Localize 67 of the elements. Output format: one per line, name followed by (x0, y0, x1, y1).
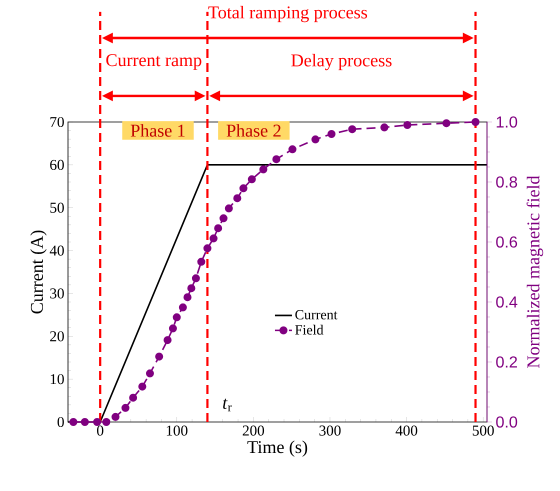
y2-tick-label: 1.0 (496, 116, 518, 128)
point (239, 184, 248, 192)
x-tick-label: 500 (472, 426, 494, 436)
point (121, 404, 130, 412)
point (224, 204, 233, 212)
x-tick-label: 200 (242, 426, 264, 436)
text: Delay process (291, 54, 392, 70)
text: Total ramping process (208, 6, 368, 22)
y2-axis-title: Normalized magnetic field (526, 176, 544, 368)
y-tick-label: 10 (50, 374, 64, 384)
point (380, 123, 388, 132)
point (129, 394, 138, 402)
y-tick-label: 70 (50, 116, 64, 128)
point (111, 412, 120, 421)
y-tick-label: 20 (50, 331, 64, 342)
point (214, 224, 222, 232)
point (155, 352, 164, 361)
x-tick-label: 0 (97, 426, 104, 436)
point (259, 165, 268, 174)
y2-tick-label: 0.0 (496, 416, 518, 428)
point (233, 194, 242, 202)
point (197, 258, 206, 266)
text: Current ramp (106, 54, 202, 70)
y-tick-label: 30 (50, 288, 64, 298)
point (146, 369, 154, 378)
point (168, 324, 177, 332)
x-axis-title: Time (s) (247, 440, 308, 457)
legend-label: Current (295, 310, 338, 320)
x-tick-label: 300 (319, 426, 341, 436)
legend-label: Field (295, 324, 324, 335)
y2-tick-label: 0.8 (496, 176, 518, 188)
point (328, 130, 336, 138)
y-tick-label: 60 (50, 160, 64, 170)
point (311, 135, 320, 144)
point (248, 175, 256, 184)
point (403, 120, 412, 129)
point (348, 125, 356, 134)
point (102, 418, 110, 426)
point (210, 234, 218, 242)
y2-tick-label: 0.6 (496, 236, 518, 248)
y-tick-label: 50 (50, 202, 64, 213)
annotation: Phase 1 (130, 124, 185, 137)
point (93, 418, 102, 426)
point (172, 313, 181, 322)
point (80, 418, 89, 426)
point (187, 284, 196, 292)
point (69, 418, 78, 426)
y-tick-label: 40 (50, 246, 64, 256)
point (203, 244, 212, 252)
x-tick-label: 400 (396, 426, 418, 436)
annotation: Phase 2 (226, 124, 281, 137)
point (220, 214, 228, 222)
point (178, 303, 187, 312)
point (138, 382, 146, 391)
y-tick-label: 0 (58, 416, 64, 428)
point (184, 293, 192, 302)
point (288, 145, 296, 154)
y2-tick-label: 0.4 (496, 296, 518, 308)
x-tick-label: 100 (166, 426, 188, 436)
point (472, 118, 480, 126)
point (272, 155, 280, 164)
y-axis-title: Current (A) (30, 230, 47, 314)
y2-tick-label: 0.2 (496, 356, 517, 368)
point (192, 274, 200, 282)
ref-line-label: t$_{r}$ (223, 398, 232, 412)
point (164, 336, 172, 344)
point (442, 119, 450, 128)
